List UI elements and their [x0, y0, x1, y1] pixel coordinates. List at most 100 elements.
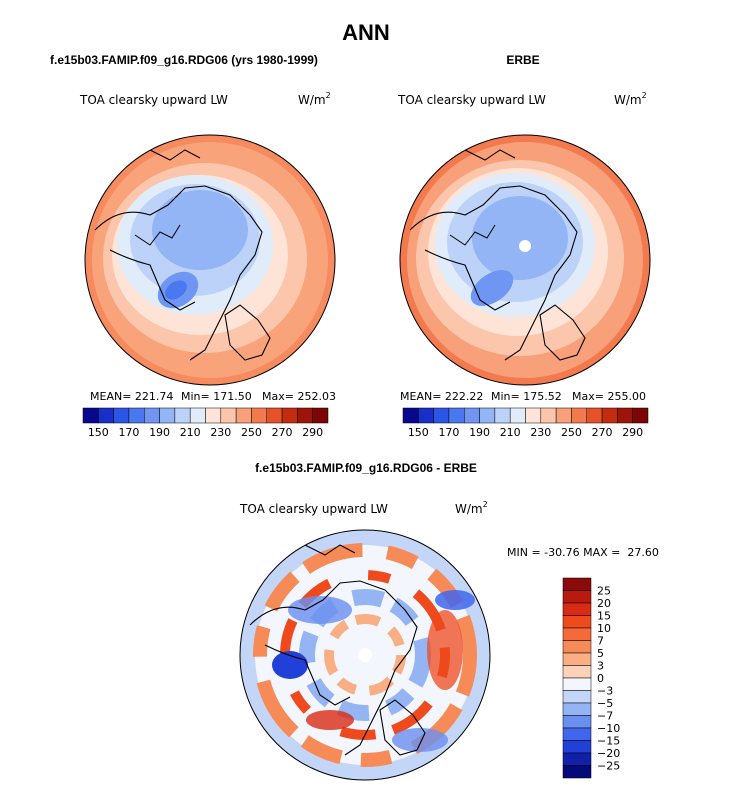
colorbar-tick-label: 15 — [597, 610, 611, 623]
colorbar-box — [562, 727, 592, 741]
colorbar-box — [571, 407, 587, 424]
colorbar-box — [189, 407, 206, 424]
colorbar-box — [617, 407, 633, 424]
panel-diff: f.e15b03.FAMIP.f09_g16.RDG06 - ERBE TOA … — [239, 461, 659, 781]
panel-model-min: Min= 171.50 — [181, 390, 252, 403]
map-model — [85, 135, 335, 385]
panel-diff-title: f.e15b03.FAMIP.f09_g16.RDG06 - ERBE — [255, 461, 477, 475]
panel-erbe-title: ERBE — [506, 53, 539, 67]
colorbar-box — [144, 407, 160, 424]
colorbar-box — [562, 765, 592, 779]
colorbar-box — [562, 677, 592, 691]
colorbar-box — [464, 407, 480, 424]
colorbar-box — [220, 407, 237, 424]
colorbar-box — [128, 407, 145, 424]
colorbar-box — [601, 407, 618, 424]
panel-model-variable: TOA clearsky upward LW — [79, 93, 228, 107]
colorbar-box — [562, 652, 592, 666]
colorbar-box — [562, 665, 592, 679]
colorbar-box — [562, 752, 592, 766]
colorbar-box — [448, 407, 465, 424]
colorbar-box — [297, 407, 313, 424]
colorbar-tick-label: 250 — [561, 426, 582, 439]
panel-model-mean: MEAN= 221.74 — [90, 390, 173, 403]
colorbar-box — [562, 577, 592, 591]
panel-erbe-max: Max= 255.00 — [572, 390, 646, 403]
colorbar-tick-label: 230 — [210, 426, 231, 439]
panel-erbe-units: W/m2 — [614, 91, 647, 107]
colorbar-box — [562, 702, 592, 716]
colorbar-tick-label: 190 — [149, 426, 170, 439]
panel-model-title: f.e15b03.FAMIP.f09_g16.RDG06 (yrs 1980-1… — [50, 53, 318, 67]
colorbar-tick-label: 230 — [530, 426, 551, 439]
colorbar-tick-label: 290 — [302, 426, 323, 439]
panel-diff-variable: TOA clearsky upward LW — [239, 502, 388, 516]
colorbar-tick-label: 250 — [241, 426, 262, 439]
colorbar-tick-label: 170 — [118, 426, 139, 439]
colorbar-tick-label: −7 — [597, 710, 613, 723]
colorbar-box — [562, 602, 592, 616]
colorbar-tick-label: 5 — [597, 647, 604, 660]
colorbar-box — [174, 407, 191, 424]
colorbar-tick-label: −10 — [597, 722, 620, 735]
colorbar-tick-label: 210 — [180, 426, 201, 439]
colorbar-box — [562, 615, 592, 629]
colorbar-tick-label: 190 — [469, 426, 490, 439]
panel-model: f.e15b03.FAMIP.f09_g16.RDG06 (yrs 1980-1… — [50, 53, 336, 439]
colorbar-tick-label: 3 — [597, 660, 604, 673]
colorbar-box — [251, 407, 267, 424]
colorbar-box — [159, 407, 176, 424]
panel-model-units: W/m2 — [298, 91, 331, 107]
panel-diff-units: W/m2 — [455, 500, 488, 516]
colorbar-tick-label: 150 — [408, 426, 429, 439]
colorbar-box — [540, 407, 557, 424]
colorbar-box — [312, 407, 329, 424]
colorbar-box — [562, 690, 592, 704]
colorbar-box — [562, 590, 592, 604]
colorbar-box — [509, 407, 526, 424]
colorbar-box — [433, 407, 450, 424]
colorbar-box — [113, 407, 130, 424]
colorbar-tick-label: 10 — [597, 622, 611, 635]
colorbar-tick-label: 290 — [622, 426, 643, 439]
colorbar-box — [562, 715, 592, 729]
colorbar-box — [235, 407, 252, 424]
colorbar-tick-label: −20 — [597, 747, 620, 760]
colorbar-box — [205, 407, 222, 424]
map-erbe — [400, 135, 650, 385]
colorbar-box — [402, 407, 419, 424]
colorbar-tick-label: 170 — [438, 426, 459, 439]
map-diff — [240, 530, 490, 780]
colorbar-tick-label: 270 — [272, 426, 293, 439]
panel-erbe: ERBE TOA clearsky upward LW W/m2 MEAN= 2… — [397, 53, 651, 439]
colorbar-box — [562, 627, 592, 641]
panel-diff-minmax: MIN = -30.76 MAX = 27.60 — [507, 546, 659, 559]
colorbar-tick-label: 7 — [597, 635, 604, 648]
colorbar-tick-label: −3 — [597, 685, 613, 698]
colorbar-tick-label: 210 — [500, 426, 521, 439]
panel-model-colorbar: 150 170 190 210 230 250 270 290 — [82, 407, 329, 439]
colorbar-tick-label: 20 — [597, 597, 611, 610]
colorbar-box — [494, 407, 511, 424]
colorbar-tick-label: −15 — [597, 735, 620, 748]
colorbar-tick-label: −25 — [597, 760, 620, 773]
panel-erbe-min: Min= 175.52 — [491, 390, 562, 403]
colorbar-box — [562, 640, 592, 654]
colorbar-box — [418, 407, 434, 424]
colorbar-tick-label: 25 — [597, 585, 611, 598]
colorbar-box — [98, 407, 114, 424]
colorbar-tick-label: 150 — [88, 426, 109, 439]
colorbar-box — [82, 407, 99, 424]
panel-erbe-variable: TOA clearsky upward LW — [397, 93, 546, 107]
panel-model-max: Max= 252.03 — [262, 390, 336, 403]
colorbar-box — [479, 407, 496, 424]
main-title: ANN — [342, 20, 390, 45]
colorbar-tick-label: −5 — [597, 697, 613, 710]
colorbar-box — [586, 407, 603, 424]
panel-erbe-colorbar: 150 170 190 210 230 250 270 290 — [402, 407, 649, 439]
colorbar-box — [525, 407, 542, 424]
colorbar-box — [562, 740, 592, 754]
colorbar-tick-label: 0 — [597, 672, 604, 685]
